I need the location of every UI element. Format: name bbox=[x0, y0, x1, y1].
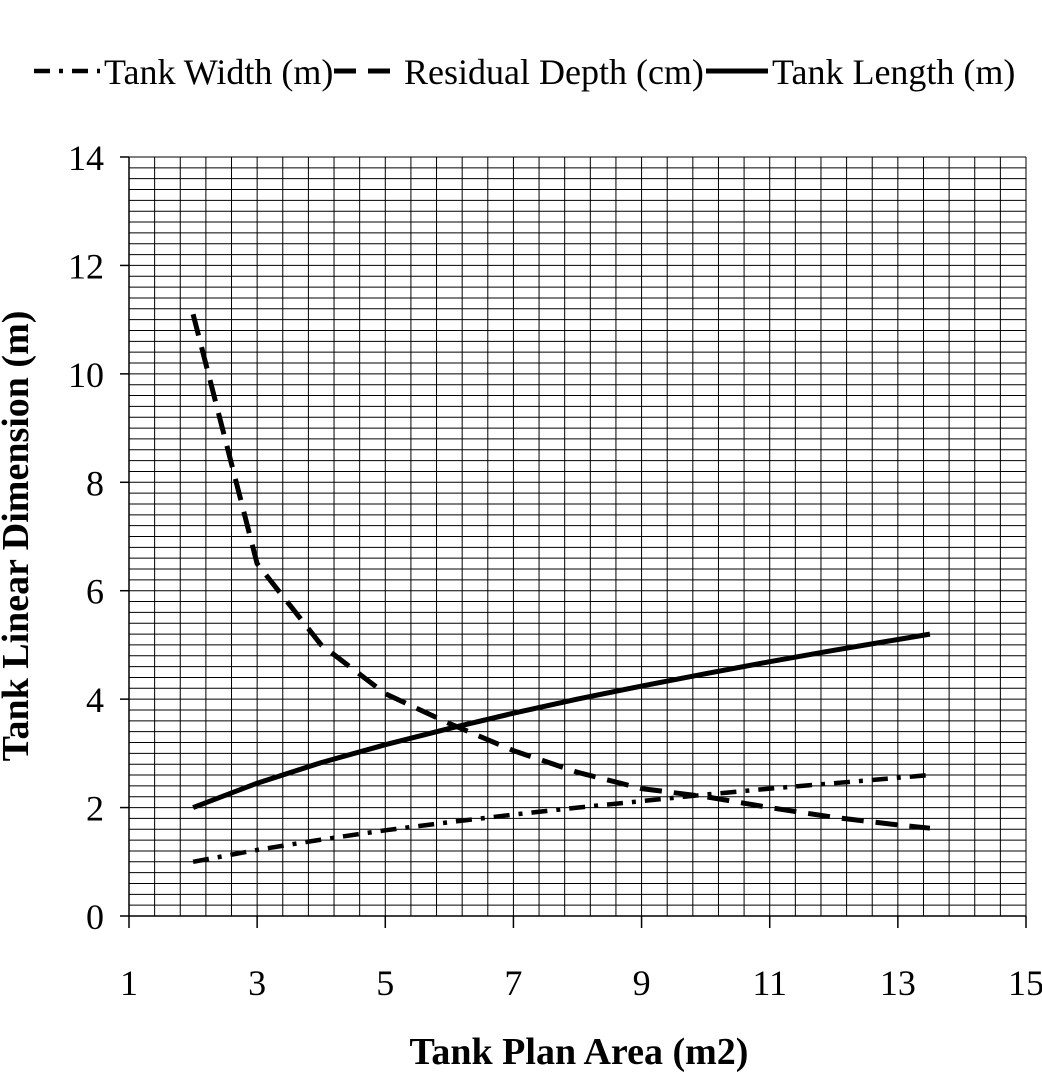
y-tick-label: 4 bbox=[86, 680, 104, 720]
legend-label: Tank Width (m) bbox=[104, 52, 333, 92]
x-tick-label: 7 bbox=[504, 963, 522, 1003]
legend-label: Tank Length (m) bbox=[772, 52, 1015, 92]
y-tick-label: 12 bbox=[68, 246, 104, 286]
y-tick-label: 14 bbox=[68, 138, 104, 178]
legend-item-2: Residual Depth (cm) bbox=[334, 52, 704, 92]
x-tick-label: 3 bbox=[248, 963, 266, 1003]
series-line-1 bbox=[192, 772, 931, 865]
x-tick-label: 13 bbox=[880, 963, 916, 1003]
series-group bbox=[190, 313, 931, 865]
grid bbox=[128, 156, 1027, 917]
legend-item-1: Tank Width (m) bbox=[34, 52, 333, 92]
x-axis-title: Tank Plan Area (m2) bbox=[410, 1031, 749, 1073]
y-tick-label: 10 bbox=[68, 355, 104, 395]
legend-label: Residual Depth (cm) bbox=[404, 52, 704, 92]
y-tick-label: 0 bbox=[86, 897, 104, 937]
series-line-2 bbox=[190, 313, 931, 831]
x-tick-label: 11 bbox=[752, 963, 787, 1003]
x-tick-label: 5 bbox=[376, 963, 394, 1003]
legend: Tank Width (m) Residual Depth (cm) Tank Le… bbox=[34, 52, 1015, 92]
x-tick-label: 15 bbox=[1008, 963, 1042, 1003]
x-tick-label: 1 bbox=[120, 963, 138, 1003]
legend-item-3: Tank Length (m) bbox=[706, 52, 1015, 92]
y-axis-title: Tank Linear Dimension (m) bbox=[0, 311, 37, 762]
series-line-3 bbox=[192, 631, 931, 810]
y-tick-label: 8 bbox=[86, 463, 104, 503]
y-tick-label: 2 bbox=[86, 789, 104, 829]
x-tick-label: 9 bbox=[633, 963, 651, 1003]
y-tick-label: 6 bbox=[86, 572, 104, 612]
